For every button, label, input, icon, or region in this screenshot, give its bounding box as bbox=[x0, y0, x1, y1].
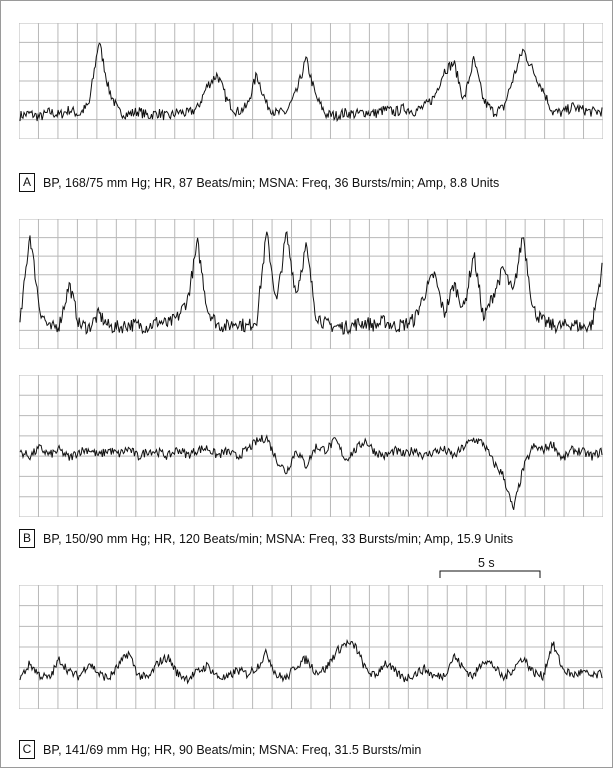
panel-letter-b: B bbox=[19, 529, 35, 548]
caption-panel-a: A BP, 168/75 mm Hg; HR, 87 Beats/min; MS… bbox=[19, 173, 499, 192]
caption-panel-b: B BP, 150/90 mm Hg; HR, 120 Beats/min; M… bbox=[19, 529, 513, 548]
trace-panel-b-second bbox=[19, 375, 603, 517]
caption-text-a: BP, 168/75 mm Hg; HR, 87 Beats/min; MSNA… bbox=[43, 175, 500, 190]
caption-text-c: BP, 141/69 mm Hg; HR, 90 Beats/min; MSNA… bbox=[43, 742, 422, 757]
panel-letter-c: C bbox=[19, 740, 35, 759]
trace-line bbox=[19, 42, 603, 123]
trace-panel-c bbox=[19, 585, 603, 709]
trace-line bbox=[19, 230, 603, 336]
caption-panel-c: C BP, 141/69 mm Hg; HR, 90 Beats/min; MS… bbox=[19, 740, 421, 759]
panel-letter-a: A bbox=[19, 173, 35, 192]
caption-text-b: BP, 150/90 mm Hg; HR, 120 Beats/min; MSN… bbox=[43, 531, 514, 546]
trace-panel-b-msna bbox=[19, 219, 603, 349]
scale-bar-line bbox=[439, 570, 541, 578]
trace-line bbox=[19, 638, 603, 685]
trace-line bbox=[19, 434, 603, 510]
scale-bar bbox=[439, 570, 541, 578]
trace-panel-a bbox=[19, 23, 603, 139]
scale-bar-label: 5 s bbox=[478, 556, 495, 570]
